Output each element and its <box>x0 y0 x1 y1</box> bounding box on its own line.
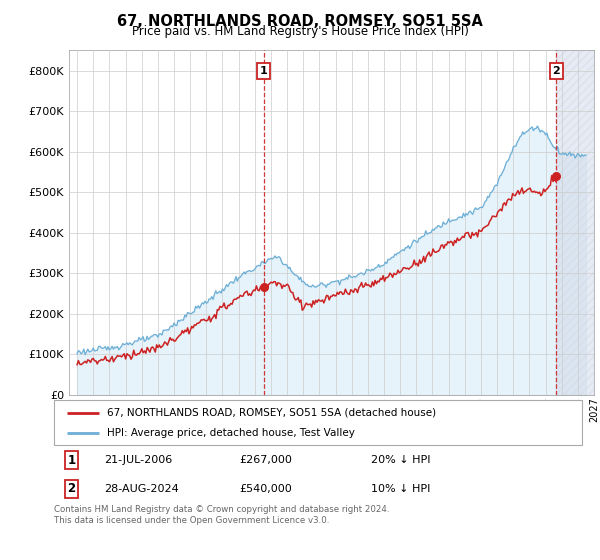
Text: £267,000: £267,000 <box>239 455 292 465</box>
Text: Price paid vs. HM Land Registry's House Price Index (HPI): Price paid vs. HM Land Registry's House … <box>131 25 469 38</box>
Bar <box>556 50 594 395</box>
Text: 67, NORTHLANDS ROAD, ROMSEY, SO51 5SA (detached house): 67, NORTHLANDS ROAD, ROMSEY, SO51 5SA (d… <box>107 408 436 418</box>
Text: 67, NORTHLANDS ROAD, ROMSEY, SO51 5SA: 67, NORTHLANDS ROAD, ROMSEY, SO51 5SA <box>117 14 483 29</box>
Text: 28-AUG-2024: 28-AUG-2024 <box>104 484 179 494</box>
Text: 1: 1 <box>67 454 76 466</box>
FancyBboxPatch shape <box>54 400 582 445</box>
Text: 10% ↓ HPI: 10% ↓ HPI <box>371 484 430 494</box>
Text: HPI: Average price, detached house, Test Valley: HPI: Average price, detached house, Test… <box>107 428 355 438</box>
Text: 2: 2 <box>553 66 560 76</box>
Text: 1: 1 <box>260 66 268 76</box>
Text: 2: 2 <box>67 483 76 496</box>
Text: Contains HM Land Registry data © Crown copyright and database right 2024.
This d: Contains HM Land Registry data © Crown c… <box>54 505 389 525</box>
Text: 21-JUL-2006: 21-JUL-2006 <box>104 455 172 465</box>
Text: 20% ↓ HPI: 20% ↓ HPI <box>371 455 430 465</box>
Text: £540,000: £540,000 <box>239 484 292 494</box>
